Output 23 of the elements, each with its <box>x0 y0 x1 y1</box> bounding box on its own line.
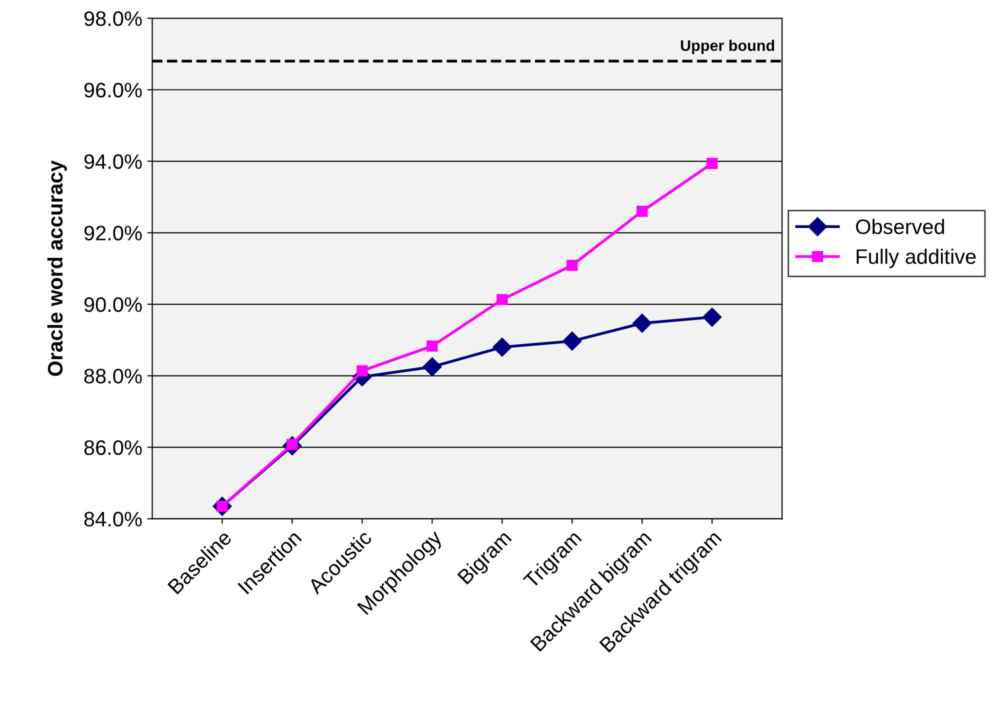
point <box>426 340 438 352</box>
point <box>636 206 648 217</box>
y-axis-title: Oracle word accuracy <box>47 160 67 376</box>
y-tick-label: 86.0% <box>84 440 142 456</box>
legend-label: Fully additive <box>856 248 976 268</box>
point <box>562 332 582 351</box>
legend-label: Observed <box>856 218 944 234</box>
ref-line-label: Upper bound <box>680 40 774 54</box>
y-tick-label: 94.0% <box>84 154 142 170</box>
point <box>632 314 652 333</box>
point <box>422 357 442 376</box>
point <box>702 308 722 327</box>
point <box>706 158 718 169</box>
y-tick-label: 98.0% <box>84 11 142 26</box>
y-tick-label: 92.0% <box>84 226 142 241</box>
point <box>496 294 508 306</box>
y-tick-label: 84.0% <box>84 512 142 527</box>
y-tick-label: 88.0% <box>84 368 142 384</box>
point <box>356 365 368 376</box>
y-tick-label: 96.0% <box>84 82 142 98</box>
y-tick-label: 90.0% <box>84 297 142 312</box>
point <box>492 338 512 357</box>
point <box>566 260 578 271</box>
